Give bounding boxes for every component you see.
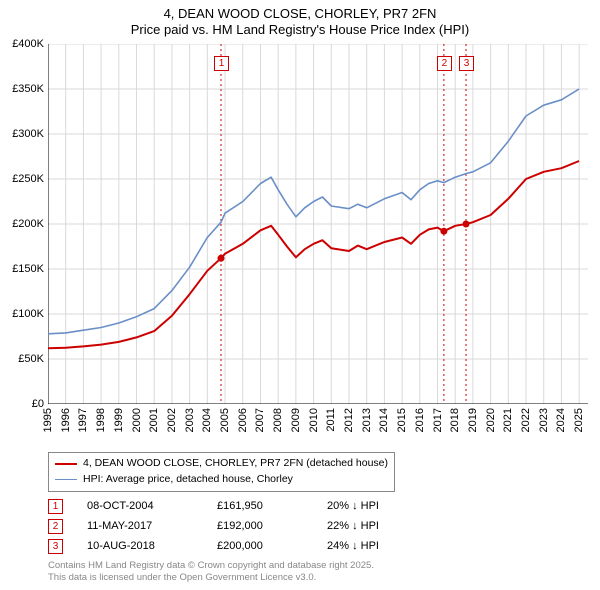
x-tick-label: 2005: [219, 408, 231, 432]
x-tick-label: 2020: [485, 408, 497, 432]
x-tick-label: 2003: [184, 408, 196, 432]
x-tick-label: 2014: [378, 408, 390, 432]
x-axis-labels: 1995199619971998199920002001200220032004…: [48, 404, 588, 450]
x-tick-label: 1999: [113, 408, 125, 432]
x-tick-label: 1997: [77, 408, 89, 432]
x-tick-label: 2009: [290, 408, 302, 432]
y-tick-label: £400K: [12, 38, 44, 50]
x-tick-label: 2010: [308, 408, 320, 432]
sale-diff: 24% ↓ HPI: [327, 540, 437, 552]
x-tick-label: 2018: [449, 408, 461, 432]
y-axis-labels: £0£50K£100K£150K£200K£250K£300K£350K£400…: [0, 44, 46, 404]
sale-diff: 20% ↓ HPI: [327, 500, 437, 512]
footer-line-2: This data is licensed under the Open Gov…: [48, 572, 374, 584]
x-tick-label: 2022: [520, 408, 532, 432]
legend-label-hpi: HPI: Average price, detached house, Chor…: [83, 472, 293, 488]
x-tick-label: 2015: [396, 408, 408, 432]
sale-marker-1: 1: [214, 56, 229, 71]
sale-date: 10-AUG-2018: [87, 540, 217, 552]
x-tick-label: 2007: [254, 408, 266, 432]
x-tick-label: 2017: [432, 408, 444, 432]
legend-swatch-hpi: [55, 479, 77, 480]
x-tick-label: 2006: [237, 408, 249, 432]
y-tick-label: £200K: [12, 218, 44, 230]
y-tick-label: £50K: [18, 353, 44, 365]
sale-marker-2: 2: [437, 56, 452, 71]
title-line-1: 4, DEAN WOOD CLOSE, CHORLEY, PR7 2FN: [0, 6, 600, 22]
y-tick-label: £150K: [12, 263, 44, 275]
sale-idx-box: 3: [48, 539, 63, 554]
x-tick-label: 2023: [538, 408, 550, 432]
sale-price: £200,000: [217, 540, 327, 552]
x-tick-label: 1998: [95, 408, 107, 432]
legend-swatch-price: [55, 463, 77, 465]
x-tick-label: 1996: [60, 408, 72, 432]
footer-line-1: Contains HM Land Registry data © Crown c…: [48, 560, 374, 572]
sale-idx-box: 2: [48, 519, 63, 534]
chart-plot-area: 1 23: [48, 44, 588, 404]
sale-row: 3 10-AUG-2018£200,00024% ↓ HPI: [48, 536, 437, 556]
x-tick-label: 2004: [201, 408, 213, 432]
chart-svg: [48, 44, 588, 404]
legend-row-price: 4, DEAN WOOD CLOSE, CHORLEY, PR7 2FN (de…: [55, 456, 388, 472]
sale-row: 1 08-OCT-2004£161,95020% ↓ HPI: [48, 496, 437, 516]
sale-price: £161,950: [217, 500, 327, 512]
x-tick-label: 2012: [343, 408, 355, 432]
x-tick-label: 2019: [467, 408, 479, 432]
sale-date: 11-MAY-2017: [87, 520, 217, 532]
x-tick-label: 2008: [272, 408, 284, 432]
sales-table: 1 08-OCT-2004£161,95020% ↓ HPI 2 11-MAY-201…: [48, 496, 437, 556]
y-tick-label: £250K: [12, 173, 44, 185]
legend: 4, DEAN WOOD CLOSE, CHORLEY, PR7 2FN (de…: [48, 452, 395, 492]
sale-date: 08-OCT-2004: [87, 500, 217, 512]
legend-label-price: 4, DEAN WOOD CLOSE, CHORLEY, PR7 2FN (de…: [83, 456, 388, 472]
legend-row-hpi: HPI: Average price, detached house, Chor…: [55, 472, 388, 488]
x-tick-label: 2001: [148, 408, 160, 432]
x-tick-label: 2013: [361, 408, 373, 432]
x-tick-label: 2021: [502, 408, 514, 432]
chart-container: 4, DEAN WOOD CLOSE, CHORLEY, PR7 2FN Pri…: [0, 0, 600, 590]
x-tick-label: 2002: [166, 408, 178, 432]
x-tick-label: 2011: [325, 408, 337, 432]
y-tick-label: £350K: [12, 83, 44, 95]
x-tick-label: 1995: [42, 408, 54, 432]
sale-idx-box: 1: [48, 499, 63, 514]
x-tick-label: 2000: [131, 408, 143, 432]
x-tick-label: 2016: [414, 408, 426, 432]
footer: Contains HM Land Registry data © Crown c…: [48, 560, 374, 584]
sale-row: 2 11-MAY-2017£192,00022% ↓ HPI: [48, 516, 437, 536]
y-tick-label: £300K: [12, 128, 44, 140]
chart-title: 4, DEAN WOOD CLOSE, CHORLEY, PR7 2FN Pri…: [0, 0, 600, 39]
sale-diff: 22% ↓ HPI: [327, 520, 437, 532]
title-line-2: Price paid vs. HM Land Registry's House …: [0, 22, 600, 38]
sale-price: £192,000: [217, 520, 327, 532]
sale-marker-3: 3: [459, 56, 474, 71]
x-tick-label: 2024: [555, 408, 567, 432]
x-tick-label: 2025: [573, 408, 585, 432]
y-tick-label: £100K: [12, 308, 44, 320]
